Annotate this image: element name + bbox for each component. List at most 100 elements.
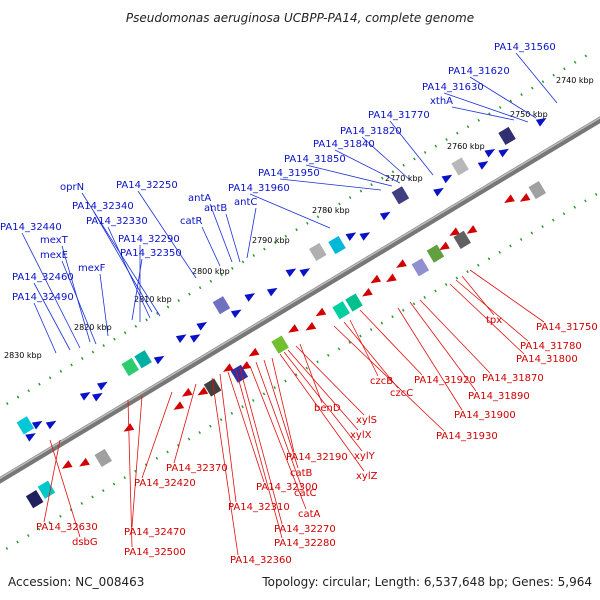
label-leader [343,321,399,389]
label-leader [239,367,283,525]
label-leader [389,120,434,176]
forward-gene-block [309,242,327,262]
reverse-gene-arrow [386,273,397,283]
gene-label-forward: PA14_32290 [118,234,180,245]
gene-label-reverse: PA14_31870 [482,373,544,384]
forward-gene-block [391,186,410,205]
gene-label-forward: PA14_31630 [422,82,484,93]
forward-gene-arrow [285,268,297,278]
gene-label-reverse: benD [314,403,341,414]
gene-label-forward: PA14_31950 [258,168,320,179]
reverse-gene-arrow-shape [315,307,327,317]
forward-gene-arrow-shape [79,392,91,401]
reverse-gene-arrow-shape [305,321,317,331]
gene-label-forward: PA14_32490 [12,292,74,303]
label-leader [263,359,299,469]
reverse-gene-arrow [288,324,299,333]
gene-label-forward: PA14_32350 [120,248,182,259]
forward-gene-arrow-shape [31,420,43,430]
gene-label-reverse: PA14_32310 [228,502,290,513]
reverse-gene-arrow-shape [370,274,382,284]
reverse-gene-block-shape [37,480,56,499]
label-leader [93,211,153,313]
reverse-gene-block [230,364,249,383]
gene-label-reverse: PA14_31750 [536,322,598,333]
forward-gene-arrow-shape [498,148,509,158]
reverse-gene-arrow-shape [123,423,135,432]
reverse-gene-block [94,448,112,467]
gene-label-reverse: xylY [354,451,376,462]
label-leader [333,325,445,432]
reverse-gene-arrow-shape [223,363,234,372]
label-leader [249,193,331,229]
reverse-gene-arrow-shape [396,259,407,268]
forward-gene-arrow [189,334,201,343]
gene-label-forward: PA14_31620 [448,66,510,77]
label-leader [279,353,365,472]
label-leader [349,319,379,377]
forward-gene-arrow [299,268,311,277]
label-leader [287,349,359,431]
genome-summary: Topology: circular; Length: 6,537,648 bp… [261,575,592,589]
reverse-gene-arrow-shape [79,457,90,467]
reverse-gene-arrow [396,259,407,268]
label-leader [99,273,109,337]
label-leader [279,178,382,191]
kbp-tick-label: 2810 kbp [134,295,172,304]
gene-label-reverse: catA [298,509,321,520]
label-leader [469,76,537,119]
gene-label-reverse: xylS [356,415,377,426]
backbone-highlight [0,116,600,480]
gene-label-reverse: PA14_32630 [36,522,98,533]
reverse-gene-arrow [79,457,90,467]
forward-gene-arrow-shape [477,161,489,170]
label-leader [334,149,401,184]
label-leader [137,190,197,279]
forward-gene-arrow [175,334,187,343]
reverse-gene-block [411,258,430,277]
forward-gene-block [498,126,516,146]
reverse-gene-block-shape [426,244,445,263]
label-leader [359,309,423,376]
gene-label-forward: PA14_32330 [86,216,148,227]
gene-label-reverse: catB [290,468,313,479]
forward-gene-arrow-shape [230,309,242,319]
forward-gene-arrow [79,392,91,401]
kbp-tick-label: 2740 kbp [556,76,594,85]
kbp-tick-label: 2830 kbp [4,351,42,360]
forward-gene-block-shape [328,236,346,255]
label-leader [515,52,558,104]
gene-label-forward: antC [234,197,257,208]
forward-gene-arrow [359,232,371,241]
reverse-gene-arrow-shape [504,194,515,203]
gene-label-forward: PA14_31770 [368,110,430,121]
reverse-gene-block [345,293,363,312]
reverse-gene-block-shape [230,364,249,383]
reverse-gene-arrow-shape [466,225,478,234]
forward-gene-arrow [535,118,547,127]
gene-label-forward: PA14_31960 [228,183,290,194]
gene-label-reverse: czcC [390,388,413,399]
forward-gene-arrow [31,420,43,430]
forward-gene-arrow-shape [299,268,311,277]
forward-gene-arrow [441,174,453,184]
reverse-gene-block-shape [528,181,547,200]
label-leader [469,269,545,323]
forward-gene-arrow-shape [196,322,208,331]
forward-gene-arrow [96,381,108,391]
forward-gene-arrow [244,293,256,302]
gene-label-forward: PA14_31840 [313,139,375,150]
gene-label-forward: PA14_31560 [494,42,556,53]
label-leader [61,245,91,343]
accession-text: Accession: NC_008463 [8,575,144,589]
reverse-gene-block-shape [345,293,363,312]
reverse-gene-arrow-shape [386,273,397,283]
reverse-gene-block [528,181,547,200]
forward-gene-block-shape [134,350,152,369]
gene-label-forward: xthA [430,96,453,107]
forward-gene-arrow [379,211,391,221]
reverse-gene-arrow [370,274,382,284]
reverse-gene-arrow-shape [61,460,73,469]
reverse-gene-arrow-shape [173,401,185,410]
